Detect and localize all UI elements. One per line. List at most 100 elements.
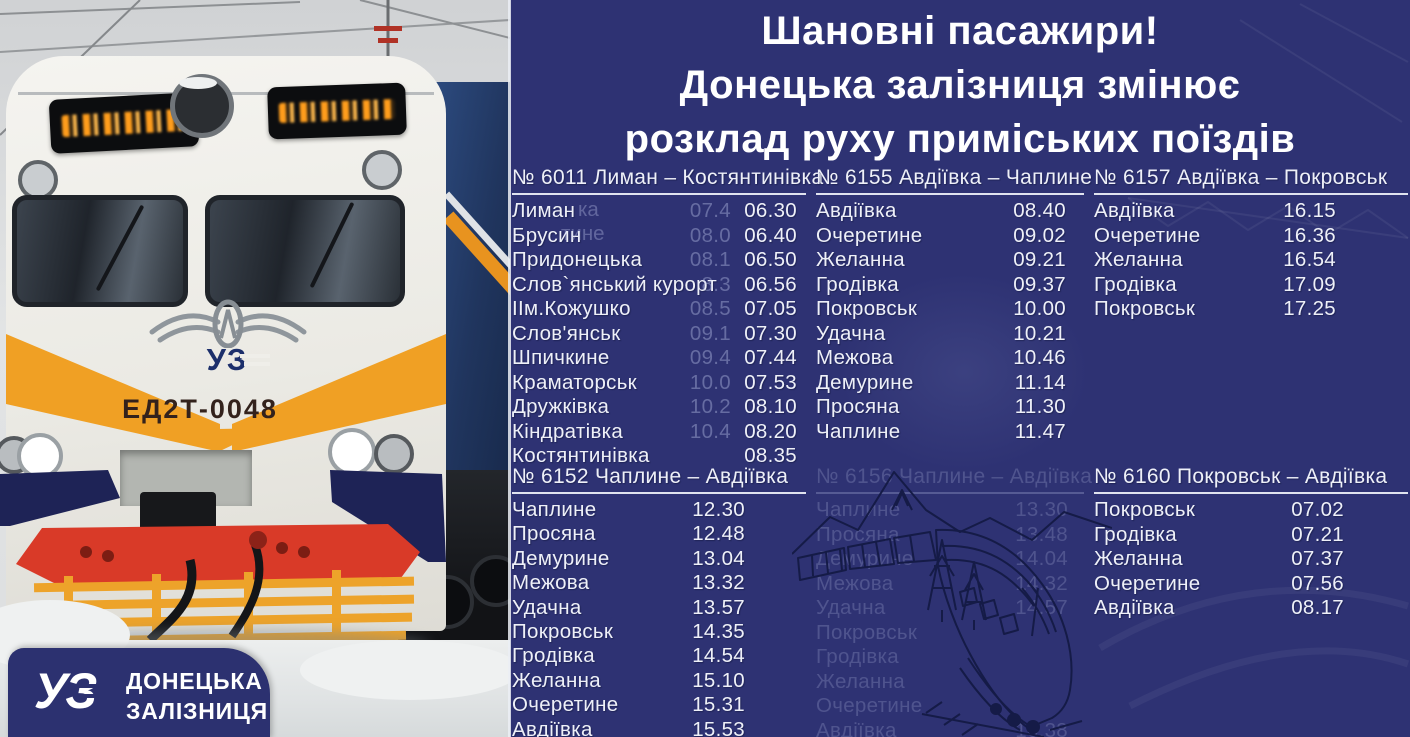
departure-time: 12.30 [692, 498, 745, 521]
old-time-ghost: 10.2 [689, 395, 731, 418]
schedule-row: Покровськ 17.25 [1094, 297, 1408, 322]
schedule-row: Демурине 14.04 [816, 547, 1084, 572]
station-name: Брусин [512, 223, 582, 247]
station-name: Шпичкине [512, 346, 610, 369]
departure-time: 17.25 [1283, 297, 1336, 320]
schedule-row: Желанна 15.10 [512, 669, 806, 693]
schedule-6156-ghost: № 6156 Чаплине – Авдіївка Чаплине 13.30 Пр… [816, 465, 1092, 737]
departure-time: 09.02 [1013, 223, 1066, 247]
departure-time: 06.56 [744, 272, 797, 296]
station-name: Демурине [816, 547, 914, 570]
schedule-row: Удачна 13.57 [512, 596, 806, 620]
schedule-row: Слов`янський курорт 06.56 8.3 [512, 273, 806, 298]
top-headlight [170, 74, 234, 138]
departure-time: 16.38 [1015, 718, 1068, 737]
schedule-header: № 6157 Авдіївка – Покровськ [1094, 166, 1408, 195]
schedule-row: Демурине 11.14 [816, 371, 1084, 396]
schedule-row: ІІм.Кожушко 07.05 08.5 [512, 297, 806, 322]
old-schedule-fragment: ка [578, 198, 599, 221]
schedule-row: Авдіївка 08.40 [816, 199, 1084, 224]
schedule-row: Слов'янськ 07.30 09.1 [512, 322, 806, 347]
station-name: Авдіївка [1094, 596, 1175, 619]
front-uz-logo: УЗ [152, 342, 302, 378]
schedule-row: Гродівка 14.54 [512, 644, 806, 668]
schedule-row: Придонецька 06.50 08.1 [512, 248, 806, 273]
schedule-row: Гродівка 09.37 [816, 273, 1084, 298]
schedule-row: Покровськ 07.02 [1094, 498, 1408, 523]
old-time-ghost: 09.4 [689, 346, 731, 369]
old-time-ghost: 08.5 [689, 297, 731, 320]
winged-wheel-emblem [149, 299, 307, 348]
station-name: Межова [816, 346, 894, 369]
snow-mound [300, 640, 510, 700]
departure-time: 09.37 [1013, 272, 1066, 296]
schedule-6160: № 6160 Покровськ – Авдіївка Покровськ 07.… [1094, 465, 1408, 621]
station-name: Желанна [1094, 547, 1183, 570]
schedule-row: Межова 10.46 [816, 346, 1084, 371]
station-name: Авдіївка [1094, 199, 1175, 222]
schedule-row: Очеретине 16.36 [1094, 224, 1408, 249]
station-name: Просяна [512, 522, 596, 546]
station-name: Костянтинівка [512, 444, 650, 467]
station-name: Демурине [816, 370, 914, 394]
schedule-row: Очеретине [816, 694, 1084, 719]
schedule-row: Очеретине 07.56 [1094, 572, 1408, 597]
station-name: Просяна [816, 395, 900, 418]
schedule-header: № 6155 Авдіївка – Чаплине [816, 166, 1092, 195]
departure-time: 08.10 [744, 395, 797, 418]
departure-time: 06.40 [744, 223, 797, 247]
station-name: Гродівка [512, 644, 595, 668]
schedule-header: № 6152 Чаплине – Авдіївка [512, 465, 806, 494]
departure-time: 08.20 [744, 419, 797, 443]
departure-time: 10.21 [1013, 321, 1066, 345]
wheel [470, 555, 510, 607]
schedule-6152: № 6152 Чаплине – Авдіївка Чаплине 12.30 Пр… [512, 465, 806, 737]
schedule-header: № 6160 Покровськ – Авдіївка [1094, 465, 1408, 494]
station-name: Краматорськ [512, 370, 637, 394]
departure-time: 14.54 [692, 644, 745, 668]
station-name: Гродівка [816, 272, 899, 296]
departure-time: 06.50 [744, 248, 797, 271]
train-photo: УЗ ЕД2Т-0048 [0, 0, 510, 737]
departure-time: 10.46 [1013, 346, 1066, 369]
orange-chevron-band [6, 334, 446, 452]
station-name: Покровськ [512, 619, 614, 643]
schedule-row: Очеретине 15.31 [512, 693, 806, 717]
station-name: Удачна [816, 321, 886, 345]
station-name: Желанна [816, 669, 905, 693]
station-name: Авдіївка [816, 199, 897, 222]
departure-time: 13.04 [692, 546, 745, 570]
schedule-row: Просяна 12.48 [512, 522, 806, 546]
station-name: Гродівка [1094, 522, 1177, 546]
departure-time: 14.04 [1015, 547, 1068, 570]
schedule-row: Дружківка 08.10 10.2 [512, 395, 806, 420]
station-name: Слов`янський курорт [512, 272, 718, 296]
station-name: Покровськ [1094, 498, 1196, 521]
old-time-ghost: 08.1 [689, 248, 731, 271]
schedule-row: Просяна 11.30 [816, 395, 1084, 420]
departure-time: 08.17 [1291, 596, 1344, 619]
station-name: Желанна [816, 248, 905, 271]
departure-time: 11.30 [1014, 395, 1066, 418]
title-line: Шановні пасажири! [761, 9, 1159, 53]
departure-time: 13.32 [692, 571, 745, 595]
station-name: Желанна [1094, 248, 1183, 271]
schedule-row: Чаплине 11.47 [816, 420, 1084, 445]
schedule-row: Кіндратівка 08.20 10.4 [512, 420, 806, 445]
schedule-row: Очеретине 09.02 [816, 224, 1084, 249]
departure-time: 07.37 [1291, 547, 1344, 570]
station-name: Дружківка [512, 395, 610, 418]
schedule-row: Авдіївка 16.38 [816, 719, 1084, 737]
station-name: Авдіївка [816, 718, 897, 737]
schedule-row: Межова 14.32 [816, 572, 1084, 597]
schedule-row: Демурине 13.04 [512, 547, 806, 571]
schedule-row: Удачна 10.21 [816, 322, 1084, 347]
station-name: Чаплине [512, 498, 597, 521]
schedule-row: Покровськ [816, 621, 1084, 646]
station-name: Покровськ [816, 297, 918, 320]
schedule-row: Чаплине 12.30 [512, 498, 806, 522]
uz-monogram: УЗ [34, 662, 114, 720]
departure-time: 08.35 [744, 444, 797, 467]
schedule-row: Гродівка 07.21 [1094, 523, 1408, 548]
departure-time: 08.40 [1013, 199, 1066, 222]
